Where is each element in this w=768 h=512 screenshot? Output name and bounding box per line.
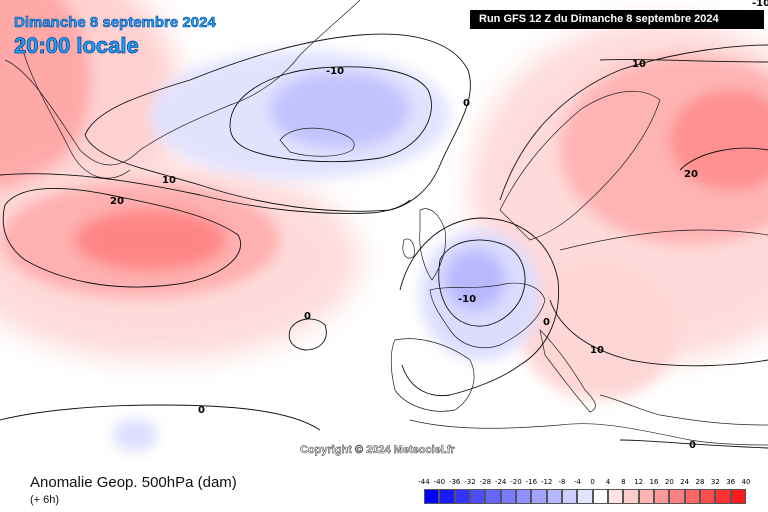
italy-coast (539, 328, 596, 413)
label-north-atlantic-0: 0 (463, 98, 470, 109)
legend-tick-label: -8 (558, 478, 566, 486)
label-italy-10: 10 (590, 345, 604, 356)
legend-tick-label: -4 (573, 478, 581, 486)
legend-swatch (516, 489, 532, 504)
legend-tick-label: -16 (525, 478, 538, 486)
legend-swatch (730, 489, 746, 504)
label-alps-0: 0 (543, 317, 550, 328)
legend-tick-label: 32 (710, 478, 720, 486)
legend-tick-label: 36 (726, 478, 736, 486)
iberia-coast (390, 338, 475, 412)
legend-tick-label: -28 (479, 478, 492, 486)
label-scandinavia-10: 10 (632, 59, 646, 70)
legend-swatch (531, 489, 547, 504)
label-azores-0: 0 (198, 405, 205, 416)
legend-tick-label: 16 (649, 478, 659, 486)
copyright-watermark: Copyright © 2024 Meteociel.fr (300, 444, 455, 457)
legend-tick-label: 4 (605, 478, 611, 486)
legend-tick-label: -36 (448, 478, 461, 486)
legend-tick-label: -40 (433, 478, 446, 486)
legend-tick-label: 40 (741, 478, 751, 486)
legend-swatch (623, 489, 639, 504)
legend-swatch (454, 489, 470, 504)
legend-swatch (669, 489, 685, 504)
scandinavia-coast (499, 90, 661, 241)
color-scale-legend: -44 -40 -36 -32 -28 -24 -20 -16 -12 -8 -4 0 4 8 12 16 20… (416, 478, 754, 508)
anomaly-map: -10 -10 20 10 0 10 20 10 0 0 0 0 -10 (0, 0, 768, 451)
legend-swatch (592, 489, 608, 504)
label-russia-20: 20 (684, 169, 698, 180)
legend-swatch (485, 489, 501, 504)
legend-swatch (608, 489, 624, 504)
legend-swatch (577, 489, 593, 504)
anomaly-contours (0, 33, 768, 449)
legend-tick-label: -24 (494, 478, 507, 486)
legend-swatch (546, 489, 562, 504)
legend-swatch (715, 489, 731, 504)
contour-france-minus10 (438, 239, 526, 327)
contour-iceland-minus10 (229, 66, 432, 163)
legend-swatch (424, 489, 440, 504)
anomaly-shading (0, 0, 768, 451)
legend-swatch (638, 489, 654, 504)
legend-tick-label: 20 (664, 478, 674, 486)
label-atlantic-20: 20 (110, 196, 124, 207)
label-small-0: 0 (304, 311, 311, 322)
run-info-banner: Run GFS 12 Z du Dimanche 8 septembre 202… (470, 10, 764, 29)
legend-swatch (700, 489, 716, 504)
legend-tick-label: 0 (590, 478, 595, 486)
contour-atlantic-20 (2, 188, 241, 288)
forecast-time: 20:00 locale (14, 33, 140, 59)
legend-swatch (562, 489, 578, 504)
label-atlantic-10: 10 (162, 175, 176, 186)
legend-swatch (654, 489, 670, 504)
legend-tick-label: -12 (540, 478, 553, 486)
forecast-lead-time: (+ 6h) (30, 494, 60, 506)
legend-swatch (439, 489, 455, 504)
legend-tick-label: -20 (510, 478, 522, 486)
legend-tick-label: 28 (695, 478, 705, 486)
great-britain-coast (419, 208, 446, 281)
contour-labels: -10 -10 20 10 0 10 20 10 0 0 0 0 -10 (110, 0, 768, 451)
legend-tick-label: 12 (634, 478, 644, 486)
forecast-date: Dimanche 8 septembre 2024 (14, 14, 216, 32)
contour-north-atlantic-0 (84, 33, 471, 212)
iceland-coast (279, 127, 355, 157)
legend-tick-label: -44 (418, 478, 430, 486)
label-top-right-minus10: -10 (752, 0, 768, 9)
contour-small-0 (288, 318, 327, 351)
label-france-minus10: -10 (458, 294, 476, 305)
legend-tick-label: 24 (680, 478, 690, 486)
ireland-coast (402, 238, 415, 259)
coastlines (4, 0, 768, 446)
legend-tick-label: 8 (621, 478, 626, 486)
map-parameter-title: Anomalie Geop. 500hPa (dam) (30, 474, 237, 491)
north-africa-coast (409, 419, 768, 446)
legend-swatch (500, 489, 516, 504)
label-iceland-minus10: -10 (326, 66, 344, 77)
legend-tick-label: -32 (464, 478, 476, 486)
greenland-coast (4, 0, 361, 166)
legend-swatch (684, 489, 700, 504)
france-coast (429, 282, 546, 349)
label-med-0: 0 (689, 440, 696, 451)
legend-swatch (470, 489, 486, 504)
